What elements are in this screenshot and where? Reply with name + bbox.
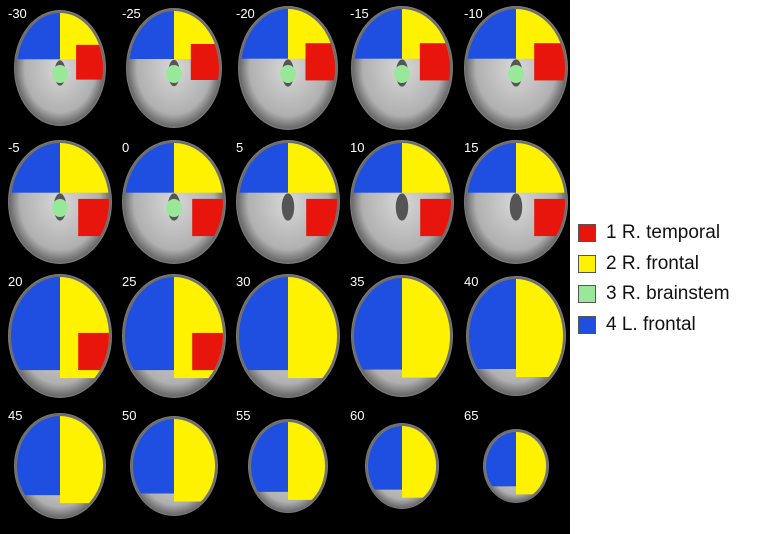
brainstem-region xyxy=(394,65,410,83)
ventricle xyxy=(509,193,523,221)
legend-label: 1 R. temporal xyxy=(606,222,721,244)
legend-swatch xyxy=(578,224,596,243)
ventricle xyxy=(281,193,295,221)
slice-label: -25 xyxy=(122,6,141,21)
slice-label: 25 xyxy=(122,274,136,289)
legend-label: 2 R. frontal xyxy=(606,252,699,274)
legend-item: 4 L. frontal xyxy=(578,310,730,341)
legend: 1 R. temporal 2 R. frontal 3 R. brainstem 4… xyxy=(578,218,730,340)
slice: -25 xyxy=(122,6,222,128)
overlay xyxy=(129,11,219,83)
slice: 35 xyxy=(350,274,453,397)
slice: 15 xyxy=(464,140,568,264)
ventricle xyxy=(395,193,409,221)
slice: -10 xyxy=(464,6,568,130)
legend-swatch xyxy=(578,254,596,273)
overlay xyxy=(368,426,436,498)
right-temporal-region xyxy=(534,43,565,81)
right-temporal-region xyxy=(76,44,103,80)
slice: 60 xyxy=(350,408,439,509)
slice-label: 20 xyxy=(8,274,22,289)
slice: 30 xyxy=(236,274,340,398)
legend-label: 3 R. brainstem xyxy=(606,283,730,305)
brainstem-region xyxy=(52,65,68,83)
slice: 0 xyxy=(122,140,226,264)
slice-label: 50 xyxy=(122,408,136,423)
slice-label: 55 xyxy=(236,408,250,423)
slice: 65 xyxy=(464,408,549,503)
slice-label: -30 xyxy=(8,6,27,21)
slice: -20 xyxy=(236,6,338,130)
slice: -15 xyxy=(350,6,453,130)
brainstem-region xyxy=(508,65,524,83)
brainstem-region xyxy=(166,65,182,83)
slice-label: 0 xyxy=(122,140,129,155)
legend-label: 4 L. frontal xyxy=(606,313,696,335)
slice-label: 60 xyxy=(350,408,364,423)
slice-label: -15 xyxy=(350,6,369,21)
slice-label: 65 xyxy=(464,408,478,423)
slice-label: 5 xyxy=(236,140,243,155)
slice-label: 45 xyxy=(8,408,22,423)
slice: 10 xyxy=(350,140,454,264)
legend-item: 2 R. frontal xyxy=(578,249,730,280)
slice-label: 30 xyxy=(236,274,250,289)
right-temporal-region xyxy=(190,44,219,80)
overlay xyxy=(17,13,103,83)
brainstem-region xyxy=(52,199,68,217)
brainstem-region xyxy=(280,65,296,83)
overlay xyxy=(486,432,546,495)
slice-label: 10 xyxy=(350,140,364,155)
slice-label: -5 xyxy=(8,140,20,155)
legend-item: 3 R. brainstem xyxy=(578,279,730,310)
legend-swatch xyxy=(578,315,596,334)
slice: 20 xyxy=(8,274,112,398)
figure: -30 -25 -20 -15 -10 -5 0 5 10 15 20 25 30 35 40 45 50 55 6… xyxy=(0,0,570,534)
legend-item: 1 R. temporal xyxy=(578,218,730,249)
slice: -30 xyxy=(8,6,106,126)
right-temporal-region xyxy=(305,43,335,81)
legend-swatch xyxy=(578,285,596,304)
slice: -5 xyxy=(8,140,112,264)
brainstem-region xyxy=(166,199,182,217)
slice-label: 15 xyxy=(464,140,478,155)
slice-label: -10 xyxy=(464,6,483,21)
right-temporal-region xyxy=(419,43,450,81)
slice-label: 40 xyxy=(464,274,478,289)
slice-label: -20 xyxy=(236,6,255,21)
slice-label: 35 xyxy=(350,274,364,289)
